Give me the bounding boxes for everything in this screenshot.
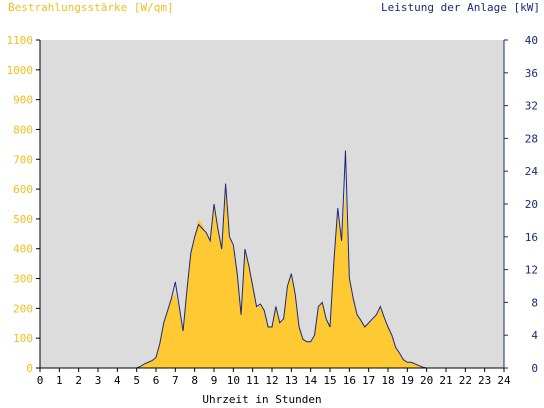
right-y-tick-label: 40	[525, 34, 538, 47]
x-tick-label: 21	[439, 374, 452, 387]
x-tick-label: 3	[95, 374, 102, 387]
x-tick-label: 17	[362, 374, 375, 387]
power-line	[40, 150, 504, 369]
x-tick-label: 5	[133, 374, 140, 387]
left-y-tick-label: 600	[13, 183, 33, 196]
x-tick-label: 15	[323, 374, 336, 387]
right-y-tick-label: 8	[531, 296, 538, 309]
x-tick-label: 13	[285, 374, 298, 387]
left-y-tick-label: 700	[13, 153, 33, 166]
x-tick-label: 19	[401, 374, 414, 387]
x-tick-label: 23	[478, 374, 491, 387]
x-tick-label: 14	[304, 374, 318, 387]
x-axis-label: Uhrzeit in Stunden	[202, 393, 322, 406]
left-y-tick-label: 900	[13, 94, 33, 107]
right-y-tick-label: 16	[525, 231, 538, 244]
plot-background	[40, 40, 504, 368]
x-tick-label: 11	[246, 374, 259, 387]
x-tick-label: 9	[211, 374, 218, 387]
right-y-tick-label: 12	[525, 264, 538, 277]
right-axis-title: Leistung der Anlage [kW]	[381, 1, 540, 14]
x-tick-label: 20	[420, 374, 433, 387]
left-y-tick-label: 400	[13, 243, 33, 256]
x-tick-label: 18	[381, 374, 394, 387]
left-y-tick-label: 800	[13, 123, 33, 136]
right-y-tick-label: 36	[525, 67, 538, 80]
irradiance-area	[40, 186, 504, 368]
x-tick-label: 0	[37, 374, 44, 387]
axis-layer: 0 1 2 3 4 5 6 7 8 9 10 11 12 13 14 15 16 17 18 19 20 21 22 23 24…	[7, 34, 539, 387]
left-y-tick-label: 200	[13, 302, 33, 315]
x-tick-label: 16	[343, 374, 356, 387]
x-tick-label: 10	[227, 374, 240, 387]
left-y-tick-label: 100	[13, 332, 33, 345]
left-y-tick-label: 300	[13, 273, 33, 286]
x-tick-label: 22	[459, 374, 472, 387]
series-layer	[40, 150, 504, 369]
left-axis-title: Bestrahlungsstärke [W/qm]	[8, 1, 174, 14]
x-tick-label: 1	[56, 374, 63, 387]
right-y-tick-label: 0	[531, 362, 538, 375]
right-y-tick-label: 20	[525, 198, 538, 211]
right-y-tick-label: 4	[531, 329, 538, 342]
left-y-tick-label: 0	[26, 362, 33, 375]
x-tick-label: 4	[114, 374, 121, 387]
left-y-tick-label: 1000	[7, 64, 34, 77]
x-tick-label: 8	[191, 374, 198, 387]
x-tick-label: 12	[265, 374, 278, 387]
right-y-tick-label: 24	[525, 165, 539, 178]
x-tick-label: 24	[497, 374, 511, 387]
right-y-tick-label: 28	[525, 132, 538, 145]
x-tick-label: 2	[75, 374, 82, 387]
left-y-tick-label: 500	[13, 213, 33, 226]
left-y-tick-label: 1100	[7, 34, 34, 47]
x-tick-label: 7	[172, 374, 179, 387]
x-tick-label: 6	[153, 374, 160, 387]
right-y-tick-label: 32	[525, 100, 538, 113]
